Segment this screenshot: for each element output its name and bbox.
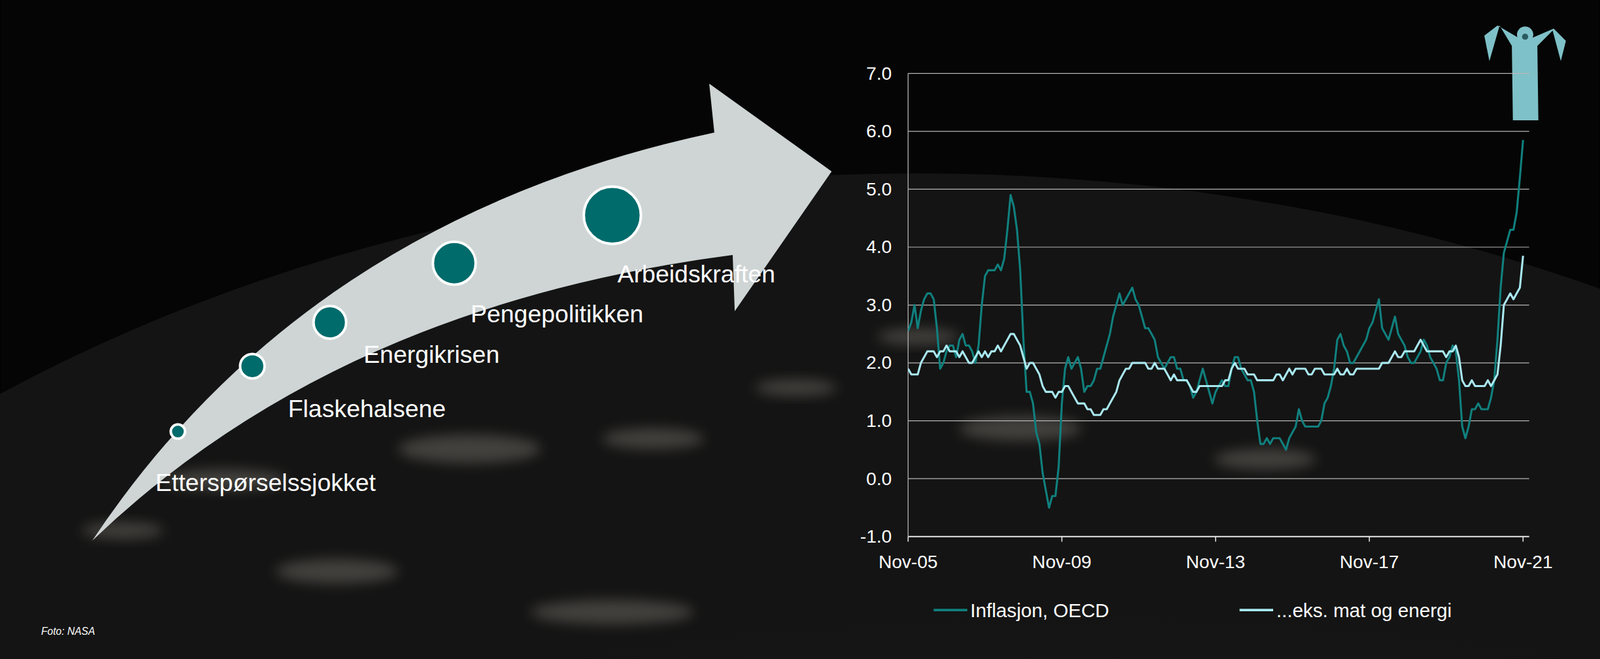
grid-line (907, 478, 1529, 480)
city-lights (958, 416, 1082, 441)
grid-line (907, 420, 1529, 421)
city-lights (601, 428, 704, 449)
y-tick-label: 1.0 (866, 410, 892, 431)
city-lights (1214, 449, 1317, 470)
legend-label: Inflasjon, OECD (970, 599, 1110, 621)
city-lights (754, 379, 837, 396)
y-tick-label: 2.0 (866, 352, 892, 373)
credit: Foto: NASA (41, 625, 95, 637)
ghost-body (1484, 25, 1567, 121)
x-tick (907, 536, 910, 542)
x-tick-label: Nov-21 (1493, 551, 1553, 572)
grid-line (907, 188, 1529, 190)
step-dot (432, 241, 476, 285)
x-tick-label: Nov-13 (1186, 551, 1246, 572)
city-lights (398, 434, 541, 464)
series-line (907, 255, 1523, 416)
ghost-head (1516, 26, 1534, 44)
step-label: Energikrisen (363, 340, 500, 368)
y-tick-label: 5.0 (866, 179, 892, 200)
x-tick-label: Nov-09 (1032, 551, 1092, 572)
arrow (92, 83, 832, 541)
step-label: Etterspørselssjokket (155, 468, 377, 497)
step-dot (313, 305, 347, 339)
x-tick (1061, 536, 1063, 542)
legend-swatch (933, 608, 967, 612)
x-tick-label: Nov-17 (1339, 551, 1400, 572)
step-dot (239, 353, 265, 378)
grid-line (907, 130, 1529, 132)
grid-line (907, 246, 1529, 248)
step-dot (170, 424, 185, 439)
step-label: Arbeidskraften (617, 260, 776, 288)
plot-area (907, 139, 1523, 508)
slide: Etterspørselssjokket Flaskehalsene Energik… (0, 0, 1600, 659)
grid-line (907, 73, 1529, 74)
y-tick-label: 4.0 (866, 236, 892, 257)
city-lights (81, 522, 164, 539)
grid-line (907, 362, 1529, 363)
y-tick-label: -1.0 (860, 526, 892, 547)
x-axis-line (907, 535, 1529, 538)
city-lights (275, 558, 399, 584)
step-label: Pengepolitikken (470, 300, 644, 328)
city-lights (877, 328, 960, 345)
x-tick-label: Nov-05 (878, 551, 938, 572)
y-tick-label: 6.0 (866, 120, 892, 142)
y-tick-label: 3.0 (866, 294, 892, 316)
x-tick (1368, 536, 1370, 542)
legend-swatch (1239, 608, 1274, 612)
series-line (907, 139, 1523, 508)
step-dot (583, 186, 641, 244)
ghost-mouth (1522, 33, 1529, 40)
y-axis-line (907, 73, 909, 536)
ghost-icon (1484, 25, 1567, 121)
x-tick (1215, 536, 1217, 542)
y-tick-label: 0.0 (866, 468, 892, 489)
y-tick-label: 7.0 (866, 63, 892, 84)
city-lights (530, 599, 695, 624)
step-label: Flaskehalsene (288, 394, 446, 423)
legend-label: ...eks. mat og energi (1276, 599, 1452, 621)
x-tick (1522, 536, 1525, 542)
grid-line (907, 304, 1529, 306)
